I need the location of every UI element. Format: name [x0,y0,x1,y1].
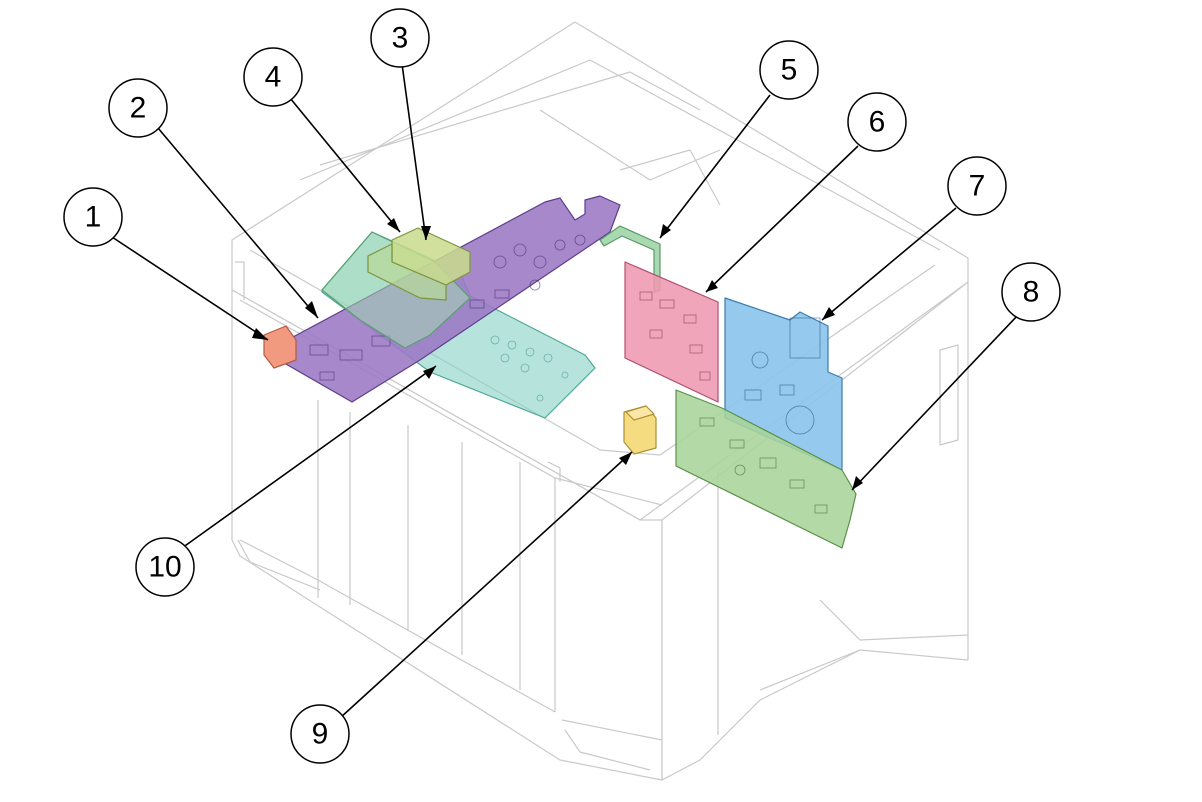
leader-line-5 [659,94,771,239]
callout-1: 1 [63,187,123,247]
callout-label-7: 7 [969,170,986,203]
arrowhead-10 [423,366,436,379]
part-8-components [699,417,828,514]
part-9-connector-top [625,405,655,421]
part-7-components [744,317,821,435]
leader-line-2 [157,127,319,319]
part-6-components [639,291,711,381]
callout-9: 9 [290,704,350,764]
callout-5: 5 [759,40,819,100]
arrowhead-5 [660,224,671,238]
callout-label-3: 3 [392,22,409,55]
arrowhead-7 [822,307,835,320]
callout-circle-2 [108,78,168,138]
callout-label-4: 4 [265,61,282,94]
part-4-plate [321,231,471,349]
arrowhead-2 [305,301,318,318]
part-2-components [309,234,586,381]
leader-line-6 [705,145,859,293]
part-8-board-shape [675,389,857,549]
callout-circle-4 [243,47,303,107]
callout-circle-3 [370,8,430,68]
callout-label-9: 9 [312,718,329,751]
leader-line-10 [181,365,437,549]
part-3-module-side [367,243,447,301]
callout-8: 8 [1001,262,1061,322]
leader-line-4 [289,97,401,233]
callout-10: 10 [135,537,195,597]
callout-7: 7 [947,156,1007,216]
arrowhead-3 [421,226,431,240]
part-1-connector-shape [263,325,297,369]
part-3-module [367,227,471,301]
callout-circle-9 [290,704,350,764]
callout-label-8: 8 [1023,276,1040,309]
callout-2: 2 [108,78,168,138]
part-6-board-shape [624,261,719,403]
callout-label-6: 6 [869,106,886,139]
arrowhead-8 [852,476,863,490]
callout-circle-6 [847,92,907,152]
callout-label-5: 5 [781,54,798,87]
callout-6: 6 [847,92,907,152]
arrowhead-1 [252,328,268,340]
arrowhead-4 [387,218,400,232]
part-10-components [490,335,569,402]
part-4-plate-shape [321,231,471,349]
part-9-connector [623,405,657,455]
arrowheads [252,218,863,490]
arrowhead-6 [706,280,718,292]
callout-4: 4 [243,47,303,107]
callout-3: 3 [370,8,430,68]
leader-line-1 [111,236,269,341]
arrowhead-9 [619,452,632,465]
callout-circle-5 [759,40,819,100]
callout-circle-7 [947,156,1007,216]
part-1-connector [263,325,297,369]
callout-circle-1 [63,187,123,247]
callout-circle-8 [1001,262,1061,322]
callout-label-1: 1 [85,201,102,234]
callout-label-10: 10 [148,551,181,584]
leader-line-3 [401,63,427,241]
leader-line-8 [851,314,1019,491]
leader-line-9 [339,451,633,719]
callout-circle-10 [135,537,195,597]
part-6-board [624,261,719,403]
part-8-board [675,389,857,549]
leader-lines [111,63,1019,719]
callout-label-2: 2 [130,92,147,125]
leader-line-7 [821,207,957,321]
